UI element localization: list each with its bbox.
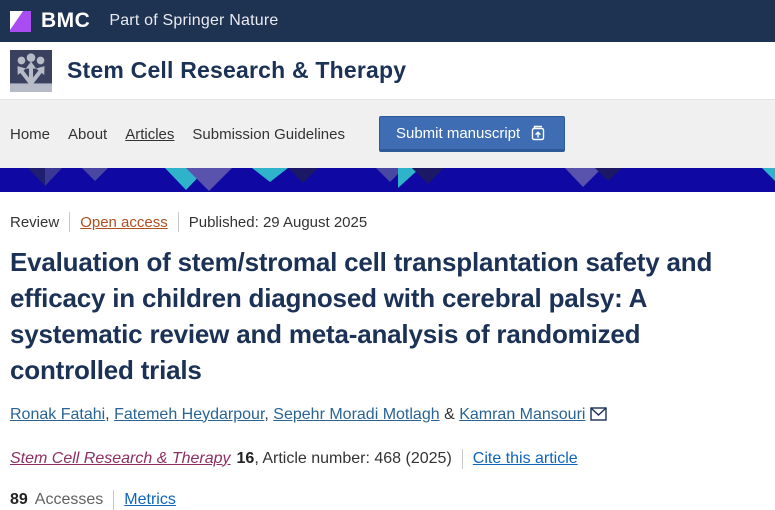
top-bar: BMC Part of Springer Nature (0, 0, 775, 42)
journal-header: Stem Cell Research & Therapy (0, 42, 775, 99)
meta-divider (177, 212, 179, 232)
meta-divider (69, 212, 71, 232)
author-link-3[interactable]: Sepehr Moradi Motlagh (273, 405, 440, 423)
article-meta-row: Review Open access Published: 29 August … (10, 212, 763, 232)
submit-manuscript-button[interactable]: Submit manuscript (378, 116, 566, 152)
article-content: Review Open access Published: 29 August … (0, 192, 775, 510)
author-link-4[interactable]: Kamran Mansouri (459, 405, 586, 423)
citation-divider (461, 448, 463, 469)
authors-line: Ronak Fatahi, Fatemeh Heydarpour, Sepehr… (10, 406, 763, 424)
article-type-label: Review (10, 213, 60, 231)
author-separator: , (105, 405, 110, 423)
author-separator: , (264, 405, 269, 423)
nav-item-submission-guidelines[interactable]: Submission Guidelines (192, 125, 345, 143)
author-conjunction: & (444, 405, 455, 423)
bmc-brand-text[interactable]: BMC (41, 9, 91, 32)
nav-bar: Home About Articles Submission Guideline… (0, 99, 775, 168)
citation-volume: 16 (236, 449, 255, 467)
citation-line: Stem Cell Research & Therapy 16 , Articl… (10, 448, 763, 469)
metrics-link[interactable]: Metrics (124, 490, 176, 508)
journal-title[interactable]: Stem Cell Research & Therapy (67, 57, 407, 83)
nav-item-about[interactable]: About (68, 125, 108, 143)
decorative-banner (0, 168, 775, 192)
accesses-count: 89 (10, 490, 28, 508)
nav-item-articles[interactable]: Articles (125, 125, 175, 143)
submit-upload-icon (532, 125, 545, 141)
bmc-logo-fold (10, 10, 24, 30)
metrics-row: 89 Accesses Metrics (10, 489, 763, 510)
metrics-divider (113, 489, 115, 510)
journal-logo-icon[interactable] (10, 49, 52, 92)
nav-item-home[interactable]: Home (10, 125, 51, 143)
open-access-link[interactable]: Open access (80, 213, 168, 231)
accesses-label: Accesses (34, 490, 104, 508)
cite-this-article-link[interactable]: Cite this article (472, 449, 578, 467)
bmc-logo-icon[interactable] (10, 10, 31, 32)
email-corresponding-author-icon[interactable] (590, 406, 608, 421)
submit-manuscript-label: Submit manuscript (395, 124, 521, 142)
citation-article-number: , Article number: 468 (2025) (254, 449, 452, 467)
article-title: Evaluation of stem/stromal cell transpla… (10, 247, 713, 385)
springer-nature-tagline: Part of Springer Nature (109, 12, 279, 29)
citation-journal-link[interactable]: Stem Cell Research & Therapy (10, 449, 231, 467)
author-link-2[interactable]: Fatemeh Heydarpour (114, 405, 265, 423)
author-link-1[interactable]: Ronak Fatahi (10, 405, 106, 423)
published-date: Published: 29 August 2025 (188, 213, 368, 231)
